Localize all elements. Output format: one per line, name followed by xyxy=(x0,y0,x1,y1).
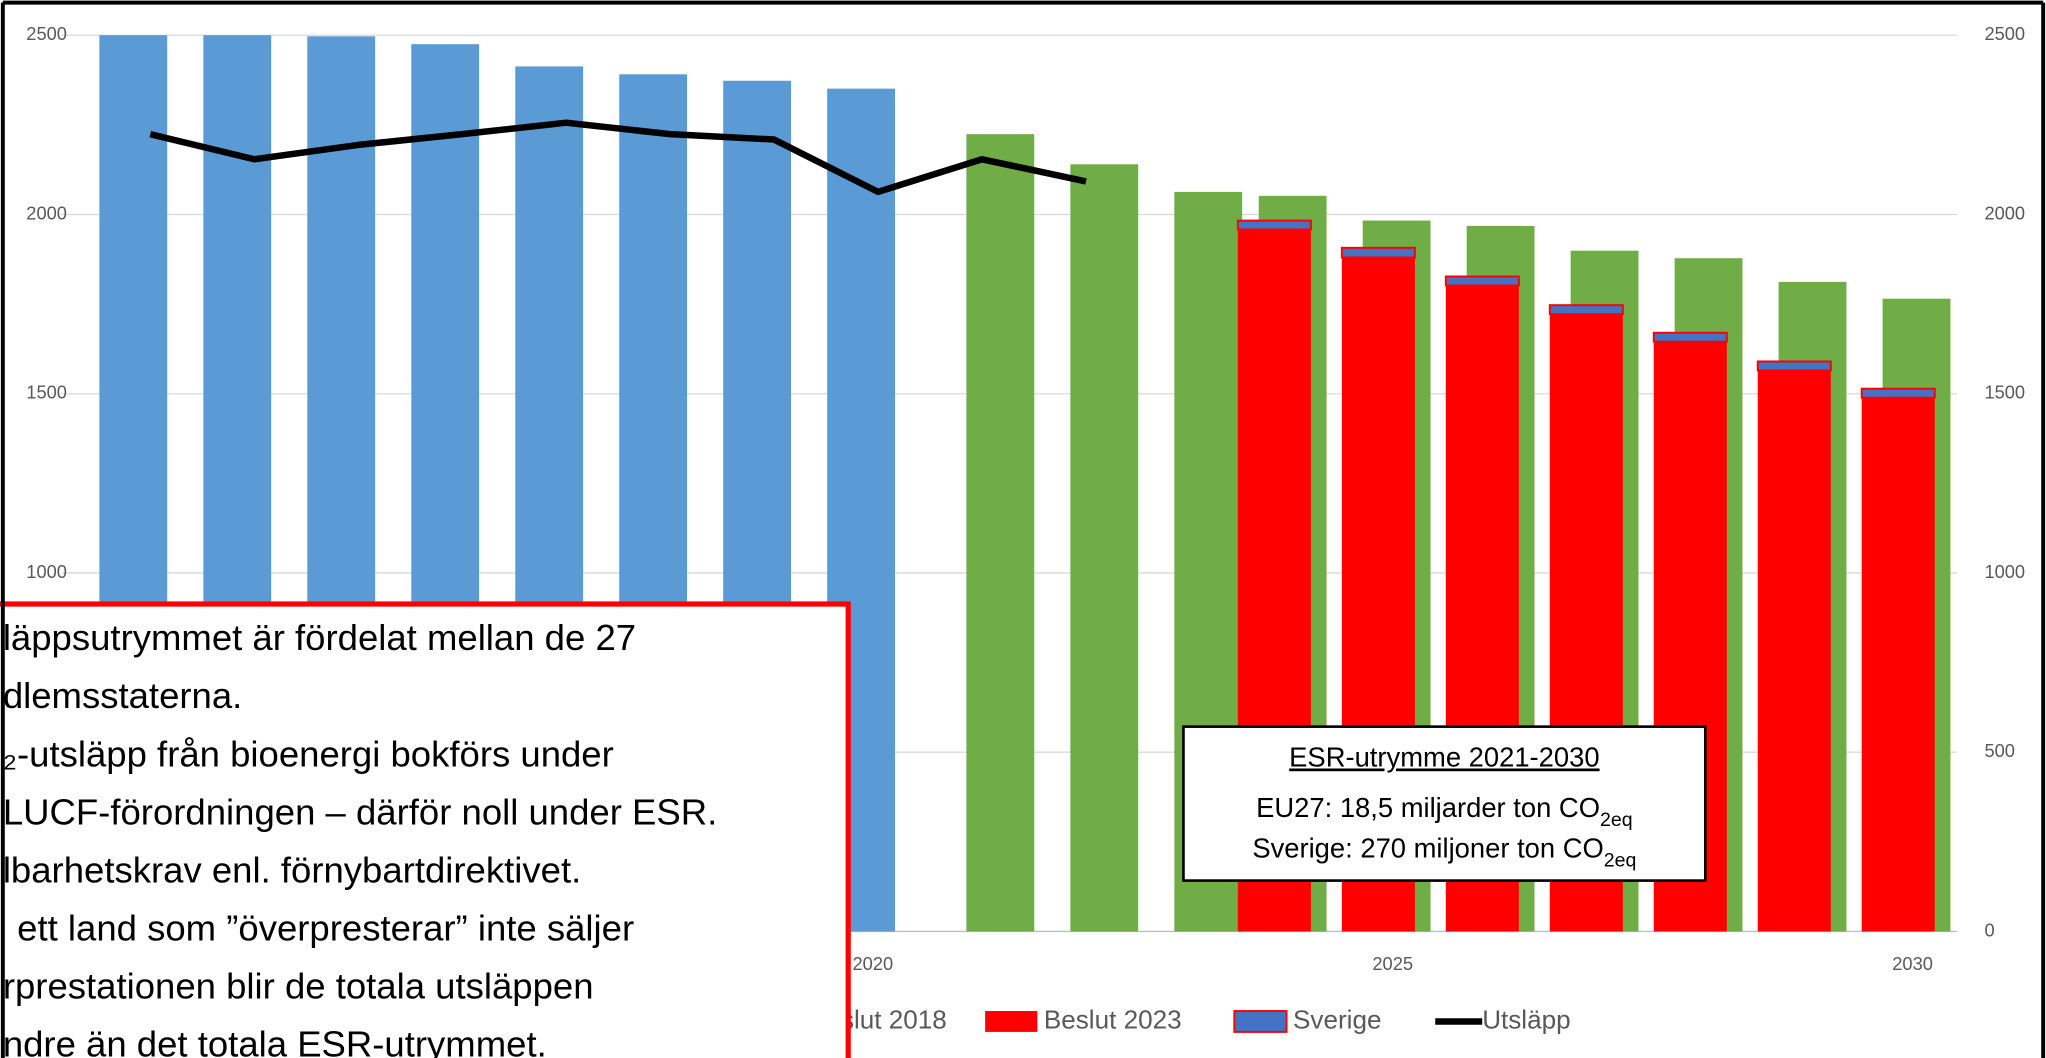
overlay: ESR-utrymme 2021-2030 EU27: 18,5 miljarde… xyxy=(0,601,1707,1058)
note-line: ₂-utsläpp från bioenergi bokförs under xyxy=(3,733,614,774)
bar xyxy=(1236,219,1312,231)
y2-tick-label: 1500 xyxy=(1984,382,2025,403)
y-tick-label: 1500 xyxy=(26,382,67,403)
y2-tick-label: 1000 xyxy=(1984,561,2025,582)
note-box xyxy=(0,601,851,1058)
bar xyxy=(1070,164,1139,932)
esr-line-text: EU27: 18,5 miljarder ton CO xyxy=(1256,792,1600,823)
bar xyxy=(1757,370,1831,932)
legend: Beslut 2018 Beslut 2023 Sverige Utsläpp xyxy=(750,1004,1571,1034)
esr-line-text: Sverige: 270 miljoner ton CO xyxy=(1252,833,1603,864)
legend-label: Utsläpp xyxy=(1482,1004,1570,1034)
x-tick-label: 2025 xyxy=(1372,953,1413,974)
legend-swatch xyxy=(985,1011,1038,1032)
bar xyxy=(1652,331,1728,343)
esr-line: EU27: 18,5 miljarder ton CO2eq xyxy=(1256,792,1632,831)
legend-label: Sverige xyxy=(1293,1004,1381,1034)
bar xyxy=(1861,397,1935,932)
y2-tick-label: 0 xyxy=(1984,919,1994,940)
y2-tick-label: 2000 xyxy=(1984,202,2025,223)
note-line: LUCF-förordningen – därför noll under ES… xyxy=(3,791,717,832)
bar xyxy=(966,134,1035,932)
note-line: dlemsstaterna. xyxy=(3,675,243,716)
legend-label: Beslut 2023 xyxy=(1044,1004,1182,1034)
esr-line-sub: 2eq xyxy=(1604,850,1637,872)
bar xyxy=(1860,387,1936,399)
note-line: lbarhetskrav enl. förnybartdirektivet. xyxy=(3,849,581,890)
note-line: rprestationen blir de totala utsläppen xyxy=(3,965,594,1006)
bar xyxy=(1756,360,1832,372)
esr-line-sub: 2eq xyxy=(1600,809,1633,831)
bar xyxy=(1548,304,1624,316)
y-tick-label: 2000 xyxy=(26,202,67,223)
note-line: ett land som ”överpresterar” inte säljer xyxy=(17,907,634,948)
note-line: ndre än det totala ESR-utrymmet. xyxy=(3,1024,547,1058)
y2-tick-label: 2500 xyxy=(1984,23,2025,44)
x-tick-label: 2030 xyxy=(1892,953,1933,974)
bar xyxy=(1340,246,1416,259)
line xyxy=(149,119,1087,196)
note-line: läppsutrymmet är fördelat mellan de 27 xyxy=(3,617,636,658)
y-tick-label: 1000 xyxy=(26,561,67,582)
esr-title: ESR-utrymme 2021-2030 xyxy=(1289,741,1599,772)
legend-swatch xyxy=(1233,1010,1288,1033)
x-tick-label: 2020 xyxy=(853,953,894,974)
esr-line: Sverige: 270 miljoner ton CO2eq xyxy=(1252,833,1636,872)
y2-tick-label: 500 xyxy=(1984,740,2014,761)
esr-box xyxy=(1182,725,1707,882)
y-tick-label: 2500 xyxy=(26,23,67,44)
bar xyxy=(1444,275,1520,287)
